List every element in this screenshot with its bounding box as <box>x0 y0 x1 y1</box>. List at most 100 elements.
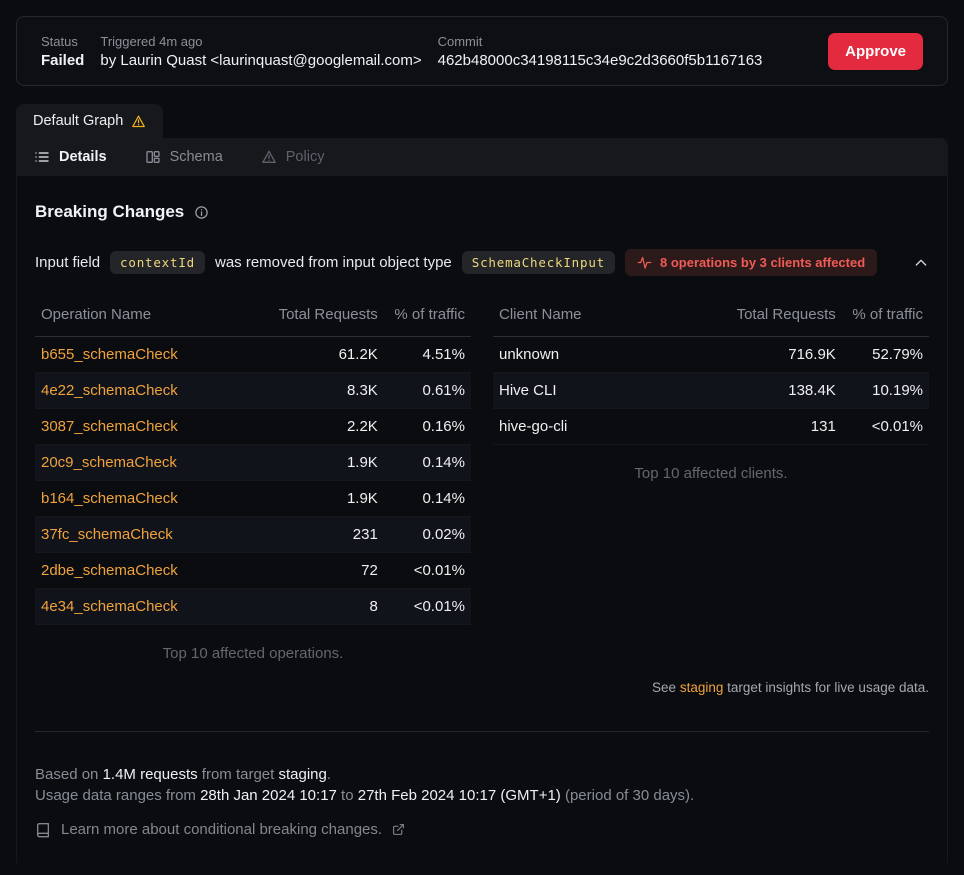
usage-summary-line2: Usage data ranges from 28th Jan 2024 10:… <box>35 785 929 806</box>
warning-icon <box>131 114 146 129</box>
affected-badge-label: 8 operations by 3 clients affected <box>659 255 866 270</box>
cell-value: 72 <box>261 552 384 589</box>
warning-icon <box>261 149 277 165</box>
column-header: Total Requests <box>719 298 842 337</box>
cell-value: 1.9K <box>261 444 384 481</box>
info-icon[interactable] <box>194 205 209 220</box>
approve-button[interactable]: Approve <box>828 32 923 70</box>
graph-tab-label: Default Graph <box>33 113 124 129</box>
cell-value: 131 <box>719 408 842 445</box>
operations-column: Operation Name Total Requests % of traff… <box>35 298 471 662</box>
status-value: Failed <box>41 51 85 69</box>
cell-value: 0.14% <box>383 480 471 517</box>
clients-table-header-row: Client Name Total Requests % of traffic <box>493 298 929 337</box>
clients-caption: Top 10 affected clients. <box>634 465 788 482</box>
table-row: unknown 716.9K 52.79% <box>493 336 929 373</box>
tab-schema[interactable]: Schema <box>145 149 223 165</box>
table-row: b164_schemaCheck 1.9K 0.14% <box>35 480 471 517</box>
range-end-date: 27th Feb 2024 10:17 (GMT+1) <box>357 787 561 804</box>
see-target-note: See staging target insights for live usa… <box>35 680 929 695</box>
check-tab-strip: Details Schema Policy <box>16 138 948 176</box>
code-chip-type: SchemaCheckInput <box>461 251 615 274</box>
commit-value: 462b48000c34198115c34e9c2d3660f5b1167163 <box>437 51 763 69</box>
cell-name[interactable]: b655_schemaCheck <box>35 336 262 373</box>
usage-summary: Based on 1.4M requests from target stagi… <box>35 764 929 806</box>
book-icon <box>35 822 51 838</box>
graph-tab-row: Default Graph <box>16 104 948 138</box>
commit-label: Commit <box>437 33 483 49</box>
cell-value: 4.51% <box>383 336 471 373</box>
text: . <box>326 766 332 783</box>
cell-value: 1.9K <box>261 480 384 517</box>
cell-name[interactable]: 3087_schemaCheck <box>35 408 262 445</box>
cell-value: 8.3K <box>261 372 384 409</box>
list-icon <box>34 149 50 165</box>
note-suffix: target insights for live usage data. <box>723 680 929 695</box>
cell-name[interactable]: 37fc_schemaCheck <box>35 516 262 553</box>
columns-icon <box>145 149 161 165</box>
triggered-label: Triggered 4m ago <box>100 33 203 49</box>
operations-table: Operation Name Total Requests % of traff… <box>35 298 471 625</box>
table-row: 3087_schemaCheck 2.2K 0.16% <box>35 408 471 445</box>
table-row: 2dbe_schemaCheck 72 <0.01% <box>35 552 471 589</box>
affected-badge: 8 operations by 3 clients affected <box>624 249 878 276</box>
status-group: Status Failed <box>41 34 84 69</box>
cell-value: 2.2K <box>261 408 384 445</box>
clients-column: Client Name Total Requests % of traffic … <box>493 298 929 662</box>
status-label: Status <box>41 33 78 49</box>
column-header: % of traffic <box>383 298 471 337</box>
cell-value: 716.9K <box>719 336 842 373</box>
divider <box>35 731 929 732</box>
triggered-group: Triggered 4m ago by Laurin Quast <laurin… <box>100 34 421 69</box>
cell-name: hive-go-cli <box>493 408 720 445</box>
tab-policy[interactable]: Policy <box>261 149 325 165</box>
cell-value: 231 <box>261 516 384 553</box>
cell-name: unknown <box>493 336 720 373</box>
cell-value: 0.14% <box>383 444 471 481</box>
tab-policy-label: Policy <box>285 149 325 165</box>
chevron-up-icon[interactable] <box>913 255 929 271</box>
cell-name[interactable]: 4e34_schemaCheck <box>35 588 262 625</box>
table-row: 20c9_schemaCheck 1.9K 0.14% <box>35 444 471 481</box>
cell-value: 61.2K <box>261 336 384 373</box>
tab-default-graph[interactable]: Default Graph <box>16 104 164 138</box>
cell-name[interactable]: b164_schemaCheck <box>35 480 262 517</box>
text: Based on <box>35 766 103 783</box>
tab-details[interactable]: Details <box>34 149 107 165</box>
cell-name[interactable]: 2dbe_schemaCheck <box>35 552 262 589</box>
table-row: 37fc_schemaCheck 231 0.02% <box>35 516 471 553</box>
breaking-change-accordion-header[interactable]: Input field contextId was removed from i… <box>35 249 929 276</box>
table-row: hive-go-cli 131 <0.01% <box>493 408 929 445</box>
cell-value: 52.79% <box>841 336 929 373</box>
cell-value: <0.01% <box>383 552 471 589</box>
operations-caption: Top 10 affected operations. <box>162 645 344 662</box>
table-row: 4e34_schemaCheck 8 <0.01% <box>35 588 471 625</box>
learn-more-link[interactable]: Learn more about conditional breaking ch… <box>35 821 929 838</box>
cell-value: <0.01% <box>383 588 471 625</box>
table-row: 4e22_schemaCheck 8.3K 0.61% <box>35 372 471 409</box>
check-summary-card: Status Failed Triggered 4m ago by Laurin… <box>16 16 948 86</box>
tab-details-label: Details <box>59 149 107 165</box>
column-header: Total Requests <box>261 298 384 337</box>
table-row: b655_schemaCheck 61.2K 4.51% <box>35 336 471 373</box>
commit-group: Commit 462b48000c34198115c34e9c2d3660f5b… <box>438 34 763 69</box>
cell-value: 138.4K <box>719 372 842 409</box>
clients-table: Client Name Total Requests % of traffic … <box>493 298 929 445</box>
cell-name[interactable]: 20c9_schemaCheck <box>35 444 262 481</box>
clients-table-body: unknown 716.9K 52.79% Hive CLI 138.4K 10.19% h… <box>493 336 929 445</box>
text: (period of 30 days). <box>560 787 695 804</box>
column-header: Client Name <box>493 298 720 337</box>
cell-name[interactable]: 4e22_schemaCheck <box>35 372 262 409</box>
cell-value: 8 <box>261 588 384 625</box>
activity-pulse-icon <box>637 255 652 270</box>
change-text-middle: was removed from input object type <box>214 254 452 271</box>
cell-value: 10.19% <box>841 372 929 409</box>
cell-value: 0.02% <box>383 516 471 553</box>
target-name: staging <box>278 766 327 783</box>
staging-target-link[interactable]: staging <box>679 680 724 695</box>
cell-value: 0.61% <box>383 372 471 409</box>
operations-table-body: b655_schemaCheck 61.2K 4.51% 4e22_schemaChe… <box>35 336 471 625</box>
note-prefix: See <box>652 680 680 695</box>
text: from target <box>197 766 279 783</box>
triggered-value: by Laurin Quast <laurinquast@googlemail.… <box>100 51 422 69</box>
